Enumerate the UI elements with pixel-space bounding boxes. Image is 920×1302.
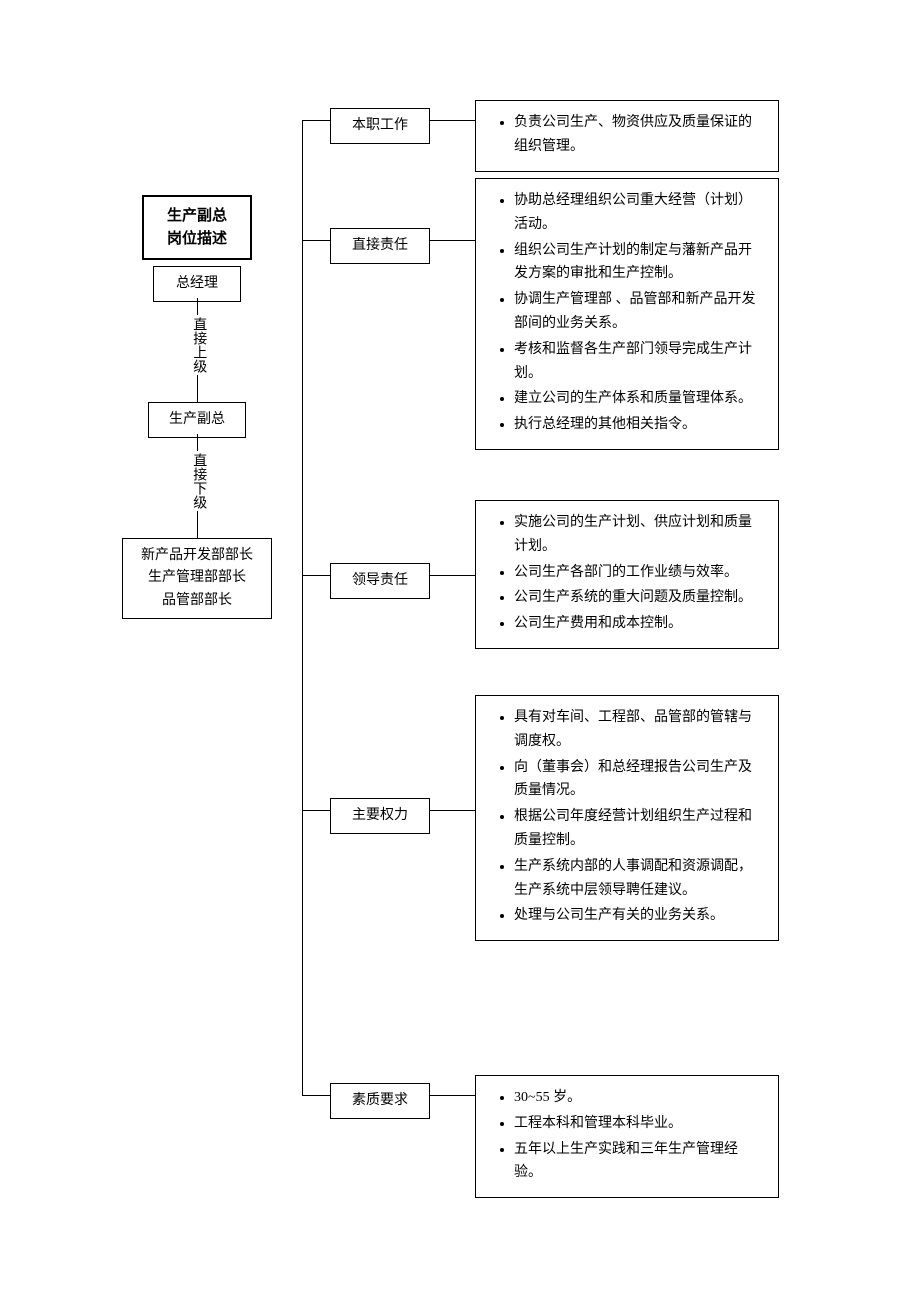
list-item: 执行总经理的其他相关指令。 — [514, 413, 762, 437]
list-item: 30~55 岁。 — [514, 1086, 762, 1110]
list-item: 组织公司生产计划的制定与藩新产品开发方案的审批和生产控制。 — [514, 239, 762, 287]
section-content: 实施公司的生产计划、供应计划和质量计划。公司生产各部门的工作业绩与效率。公司生产… — [475, 500, 779, 649]
self-box: 生产副总 — [148, 402, 246, 438]
connector-line — [430, 120, 475, 121]
connector-line — [430, 240, 475, 241]
list-item: 具有对车间、工程部、品管部的管辖与调度权。 — [514, 706, 762, 754]
list-item: 实施公司的生产计划、供应计划和质量计划。 — [514, 511, 762, 559]
section-content: 负责公司生产、物资供应及质量保证的组织管理。 — [475, 100, 779, 172]
bullet-list: 负责公司生产、物资供应及质量保证的组织管理。 — [486, 111, 762, 159]
list-item: 建立公司的生产体系和质量管理体系。 — [514, 387, 762, 411]
sub-line1: 新产品开发部部长 — [133, 545, 261, 567]
list-item: 公司生产系统的重大问题及质量控制。 — [514, 586, 762, 610]
bullet-list: 协助总经理组织公司重大经营（计划）活动。组织公司生产计划的制定与藩新产品开发方案… — [486, 189, 762, 437]
job-title-line2: 岗位描述 — [158, 228, 236, 251]
job-title-box: 生产副总 岗位描述 — [142, 195, 252, 260]
list-item: 工程本科和管理本科毕业。 — [514, 1112, 762, 1136]
list-item: 负责公司生产、物资供应及质量保证的组织管理。 — [514, 111, 762, 159]
connector-line — [430, 1095, 475, 1096]
list-item: 协调生产管理部 、品管部和新产品开发部间的业务关系。 — [514, 288, 762, 336]
connector-trunk — [302, 120, 303, 1095]
section-label: 领导责任 — [330, 563, 430, 599]
section-label: 主要权力 — [330, 798, 430, 834]
list-item: 根据公司年度经营计划组织生产过程和质量控制。 — [514, 805, 762, 853]
superior-text: 总经理 — [176, 276, 218, 291]
section-content: 协助总经理组织公司重大经营（计划）活动。组织公司生产计划的制定与藩新产品开发方案… — [475, 178, 779, 450]
bullet-list: 30~55 岁。工程本科和管理本科毕业。五年以上生产实践和三年生产管理经验。 — [486, 1086, 762, 1185]
bullet-list: 具有对车间、工程部、品管部的管辖与调度权。向（董事会）和总经理报告公司生产及质量… — [486, 706, 762, 928]
connector-line — [302, 575, 330, 576]
section-label: 本职工作 — [330, 108, 430, 144]
list-item: 考核和监督各生产部门领导完成生产计划。 — [514, 338, 762, 386]
connector-line — [302, 810, 330, 811]
sub-line2: 生产管理部部长 — [133, 567, 261, 589]
superior-box: 总经理 — [153, 266, 241, 302]
connector-line — [302, 240, 330, 241]
subordinate-box: 新产品开发部部长 生产管理部部长 品管部部长 — [122, 538, 272, 619]
section-label: 直接责任 — [330, 228, 430, 264]
connector-line — [302, 1095, 330, 1096]
connector-line — [430, 810, 475, 811]
list-item: 处理与公司生产有关的业务关系。 — [514, 904, 762, 928]
list-item: 公司生产费用和成本控制。 — [514, 612, 762, 636]
job-title-line1: 生产副总 — [158, 205, 236, 228]
list-item: 向（董事会）和总经理报告公司生产及质量情况。 — [514, 756, 762, 804]
bullet-list: 实施公司的生产计划、供应计划和质量计划。公司生产各部门的工作业绩与效率。公司生产… — [486, 511, 762, 636]
rel-subordinate-label: 直接下级 — [187, 451, 209, 511]
connector-line — [430, 575, 475, 576]
section-label: 素质要求 — [330, 1083, 430, 1119]
list-item: 公司生产各部门的工作业绩与效率。 — [514, 561, 762, 585]
section-content: 30~55 岁。工程本科和管理本科毕业。五年以上生产实践和三年生产管理经验。 — [475, 1075, 779, 1198]
self-text: 生产副总 — [169, 412, 225, 427]
connector-line — [302, 120, 330, 121]
diagram-container: 生产副总 岗位描述 总经理 直接上级 生产副总 直接下级 新产品开发部部长 生产… — [60, 100, 860, 1200]
rel-superior-label: 直接上级 — [187, 315, 209, 375]
sub-line3: 品管部部长 — [133, 590, 261, 612]
list-item: 协助总经理组织公司重大经营（计划）活动。 — [514, 189, 762, 237]
list-item: 五年以上生产实践和三年生产管理经验。 — [514, 1138, 762, 1186]
list-item: 生产系统内部的人事调配和资源调配，生产系统中层领导聘任建议。 — [514, 855, 762, 903]
section-content: 具有对车间、工程部、品管部的管辖与调度权。向（董事会）和总经理报告公司生产及质量… — [475, 695, 779, 941]
